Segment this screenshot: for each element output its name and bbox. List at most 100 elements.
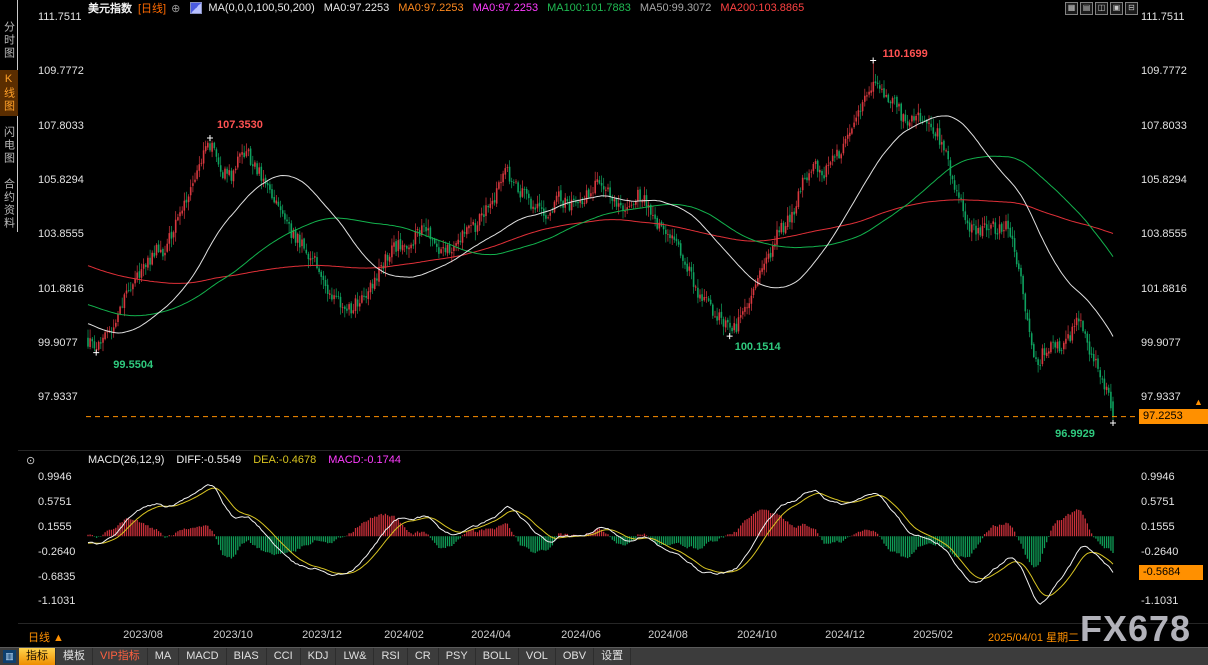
price-axis-right-1: 111.7511 bbox=[1141, 11, 1185, 23]
price-axis-left-4: 105.8294 bbox=[38, 173, 84, 186]
tab-RSI[interactable]: RSI bbox=[374, 648, 408, 665]
date-label-6: 2024/06 bbox=[561, 629, 601, 641]
price-annotation-4: 110.1699 bbox=[882, 47, 928, 60]
price-axis-left-5: 103.8555 bbox=[38, 228, 84, 241]
date-label-7: 2024/08 bbox=[648, 629, 688, 641]
macd-axis-left-4: -0.2640 bbox=[38, 545, 76, 558]
macd-axis-left-3: 0.1555 bbox=[38, 521, 72, 533]
layout-icon-2[interactable]: ▤ bbox=[1080, 1, 1093, 15]
tab-OBV[interactable]: OBV bbox=[556, 648, 595, 665]
price-annotation-3: 100.1514 bbox=[734, 341, 781, 354]
add-indicator-icon[interactable]: ⊕ bbox=[171, 2, 181, 15]
tab-BOLL[interactable]: BOLL bbox=[476, 648, 519, 665]
tab-KDJ[interactable]: KDJ bbox=[301, 648, 337, 665]
ma-legend: MA0:97.2253 MA0:97.2253 MA0:97.2253 MA100:1… bbox=[315, 2, 804, 14]
macd-axis-left-1: 0.9946 bbox=[38, 471, 72, 484]
ma-legend-value-6: MA200:103.8865 bbox=[720, 2, 805, 14]
layout-icon-1[interactable]: ▦ bbox=[1065, 1, 1078, 15]
ma-legend-value-2: MA0:97.2253 bbox=[398, 2, 464, 14]
macd-axis-left-5: -0.6835 bbox=[38, 570, 76, 583]
macd-axis-right-4: -0.2640 bbox=[1141, 545, 1179, 558]
price-axis-left-8: 97.9337 bbox=[38, 391, 78, 404]
date-label-10: 2025/02 bbox=[913, 629, 953, 641]
price-axis-left-6: 101.8816 bbox=[38, 282, 84, 295]
period-selector[interactable]: 日线 ▲ bbox=[28, 632, 64, 644]
tab-VIP指标[interactable]: VIP指标 bbox=[93, 648, 148, 665]
price-axis-left-2: 109.7772 bbox=[38, 65, 84, 78]
macd-header: MACD(26,12,9) DIFF:-0.5549 DEA:-0.4678 M… bbox=[88, 454, 401, 466]
tab-MACD[interactable]: MACD bbox=[179, 648, 227, 665]
tab-CR[interactable]: CR bbox=[408, 648, 439, 665]
price-direction-arrow-icon: ▲ bbox=[1194, 396, 1203, 407]
mark-crosses bbox=[93, 57, 1116, 427]
draw-tool-icon[interactable] bbox=[190, 2, 203, 14]
ma-legend-value-1: MA0:97.2253 bbox=[323, 2, 390, 14]
price-axis-left-7: 99.9077 bbox=[38, 336, 78, 349]
sidebar-divider bbox=[17, 0, 18, 232]
price-axis-left-1: 111.7511 bbox=[38, 11, 82, 23]
tab-MA[interactable]: MA bbox=[148, 648, 180, 665]
sidebar-item-2[interactable]: K线图 bbox=[0, 70, 18, 116]
highlighted-date-label: 2025/04/01 星期二 bbox=[988, 632, 1080, 644]
macd-diff-value: DIFF:-0.5549 bbox=[176, 454, 242, 466]
date-label-8: 2024/10 bbox=[737, 629, 777, 641]
macd-layer bbox=[87, 484, 1114, 605]
indicator-list-icon[interactable]: ▥ bbox=[3, 650, 16, 663]
ma-lines-layer bbox=[87, 115, 1114, 337]
ma-legend-value-3: MA0:97.2253 bbox=[472, 2, 539, 14]
macd-axis-right-6: -1.1031 bbox=[1141, 595, 1179, 608]
layout-icon-3[interactable]: ◫ bbox=[1095, 1, 1108, 15]
date-label-5: 2024/04 bbox=[471, 629, 511, 641]
price-axis-right-8: 97.9337 bbox=[1141, 391, 1181, 404]
date-label-4: 2024/02 bbox=[384, 629, 424, 641]
date-label-1: 2023/08 bbox=[123, 629, 163, 641]
tab-模板[interactable]: 模板 bbox=[56, 648, 93, 665]
date-label-2: 2023/10 bbox=[213, 629, 253, 641]
macd-axis-left-6: -1.1031 bbox=[38, 595, 76, 608]
tab-LW&[interactable]: LW& bbox=[336, 648, 375, 665]
tab-PSY[interactable]: PSY bbox=[439, 648, 476, 665]
macd-axis-right-1: 0.9946 bbox=[1141, 471, 1175, 484]
tab-VOL[interactable]: VOL bbox=[519, 648, 556, 665]
period-label: [日线] bbox=[138, 3, 167, 15]
macd-indicator-icon[interactable]: ⊙ bbox=[26, 455, 36, 467]
layout-icon-4[interactable]: ▣ bbox=[1110, 1, 1123, 15]
macd-value-marker: -0.5684 bbox=[1139, 565, 1203, 580]
macd-axis-right-2: 0.5751 bbox=[1141, 496, 1175, 509]
date-label-3: 2023/12 bbox=[302, 629, 342, 641]
tab-设置[interactable]: 设置 bbox=[594, 648, 632, 665]
macd-dea-value: DEA:-0.4678 bbox=[253, 454, 317, 466]
ma-legend-value-4: MA100:101.7883 bbox=[547, 2, 631, 14]
price-axis-right-7: 99.9077 bbox=[1141, 336, 1181, 349]
price-axis-left-3: 107.8033 bbox=[38, 119, 84, 132]
price-annotation-1: 99.5504 bbox=[113, 358, 154, 371]
price-axis-right-2: 109.7772 bbox=[1141, 65, 1187, 78]
price-annotation-5: 96.9929 bbox=[1055, 428, 1095, 441]
ma-settings-label: MA(0,0,0,100,50,200) bbox=[208, 2, 315, 14]
tab-指标[interactable]: 指标 bbox=[19, 648, 56, 665]
date-label-9: 2024/12 bbox=[825, 629, 865, 641]
watermark: FX678 bbox=[1080, 608, 1192, 649]
chart-header: 美元指数 [日线] ⊕ MA(0,0,0,100,50,200) MA0:97.… bbox=[18, 0, 1208, 16]
macd-axis-right-3: 0.1555 bbox=[1141, 521, 1175, 533]
price-annotation-2: 107.3530 bbox=[217, 119, 263, 131]
price-axis-right-3: 107.8033 bbox=[1141, 119, 1187, 132]
tab-BIAS[interactable]: BIAS bbox=[227, 648, 267, 665]
last-price-marker: 97.2253 bbox=[1139, 409, 1208, 425]
layout-icon-5[interactable]: ⊟ bbox=[1125, 1, 1138, 15]
macd-axis-left-2: 0.5751 bbox=[38, 496, 72, 509]
price-axis-right-4: 105.8294 bbox=[1141, 173, 1187, 186]
layout-icons: ▦ ▤ ◫ ▣ ⊟ bbox=[1065, 1, 1138, 15]
sidebar: 分时图 K线图闪电图合约资料 bbox=[0, 18, 18, 240]
sidebar-item-4[interactable]: 合约资料 bbox=[2, 178, 15, 230]
macd-macd-value: MACD:-0.1744 bbox=[328, 454, 401, 466]
candles-layer bbox=[87, 60, 1114, 423]
price-axis-right-5: 103.8555 bbox=[1141, 228, 1187, 241]
price-axis-right-6: 101.8816 bbox=[1141, 282, 1187, 295]
sidebar-item-1[interactable]: 分时图 bbox=[2, 21, 15, 60]
sidebar-item-3[interactable]: 闪电图 bbox=[2, 126, 15, 165]
ma-legend-value-5: MA50:99.3072 bbox=[639, 2, 712, 14]
tab-CCI[interactable]: CCI bbox=[267, 648, 301, 665]
